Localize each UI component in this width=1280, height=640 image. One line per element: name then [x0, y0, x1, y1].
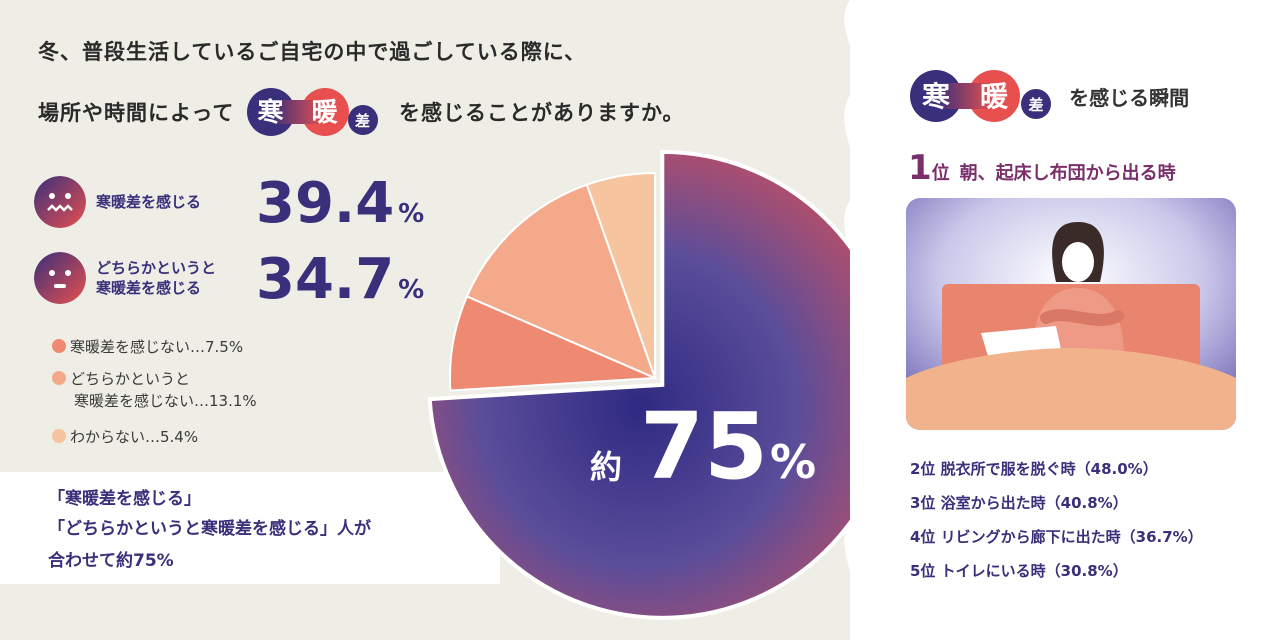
pie-chart: 約 75 % [427, 149, 850, 620]
pie-slice-feel-combined [427, 149, 850, 620]
summary-line-2: 「どちらかというと寒暖差を感じる」人が [48, 519, 371, 539]
legend-label-line-1: どちらかというと [70, 370, 191, 388]
uneasy-face-icon [34, 252, 86, 304]
legend-dot [52, 371, 66, 385]
rank-2: 2位 脱衣所で服を脱ぐ時（48.0%） [910, 460, 1158, 478]
pie-slice-not-feel [449, 295, 656, 392]
pie-label-prefix: 約 [590, 448, 622, 486]
question-line-2: 場所や時間によって 寒 暖 差 を感じることがありますか。 [38, 86, 685, 138]
stat-2-label-line-1: どちらかというと [96, 259, 217, 277]
pie-slice-unknown [585, 171, 656, 379]
stat-2-number: 34.7 [256, 247, 395, 312]
summary-box [0, 472, 500, 584]
stat-2-value: 34.7% [256, 252, 424, 318]
rank-1-text: 朝、起床し布団から出る時 [959, 163, 1176, 184]
shivering-face-icon [34, 176, 86, 228]
summary-line-1: 「寒暖差を感じる」 [48, 489, 201, 509]
legend-unknown: わからない…5.4% [52, 426, 198, 448]
kanjidansa-bubble-small: 寒 暖 差 [910, 70, 1051, 122]
rank-3: 3位 浴室から出た時（40.8%） [910, 494, 1128, 512]
right-title: 寒 暖 差 を感じる瞬間 [908, 68, 1189, 124]
legend-dot [52, 429, 66, 443]
bubble-kan: 寒 [257, 97, 284, 128]
stat-2-label: どちらかというと 寒暖差を感じる [96, 258, 216, 298]
bubble-sa: 差 [355, 112, 371, 130]
right-title-text: を感じる瞬間 [1069, 85, 1190, 110]
rank-1-number: 1 [908, 148, 932, 188]
rank-5: 5位 トイレにいる時（30.8%） [910, 562, 1128, 580]
legend-label: わからない…5.4% [70, 428, 199, 446]
question-line-2-after: を感じることがありますか。 [398, 101, 685, 125]
legend-label-line-2: 寒暖差を感じない…13.1% [74, 392, 257, 410]
kanjidansa-bubble: 寒 暖 差 [246, 88, 378, 136]
rank-1-unit: 位 [931, 163, 950, 184]
legend-not-feel: 寒暖差を感じない…7.5% [52, 336, 243, 358]
bubble-dan: 暖 [311, 98, 338, 128]
legend-label: 寒暖差を感じない…7.5% [70, 338, 244, 356]
stat-1-number: 39.4 [256, 171, 395, 236]
bubble-kan-small: 寒 [922, 80, 950, 113]
pie-slice-rather-not-feel [465, 183, 657, 380]
question-line-1: 冬、普段生活しているご自宅の中で過ごしている際に、 [38, 40, 587, 64]
question-line-2-before: 場所や時間によって [38, 101, 235, 125]
stat-2-unit: % [398, 275, 425, 305]
summary-line-3: 合わせて約75% [48, 551, 174, 571]
rank-4: 4位 リビングから廊下に出た時（36.7%） [910, 528, 1203, 546]
rank-1: 1位 朝、起床し布団から出る時 [908, 148, 1176, 188]
bubble-sa-small: 差 [1028, 96, 1043, 114]
bubble-dan-small: 暖 [980, 80, 1009, 113]
legend-rather-not-feel: どちらかというと寒暖差を感じない…13.1% [52, 368, 257, 412]
legend-dot [52, 339, 66, 353]
stat-1-unit: % [398, 199, 425, 229]
pie-label-unit: % [770, 435, 816, 489]
stat-1-label: 寒暖差を感じる [96, 193, 202, 211]
stat-2-label-line-2: 寒暖差を感じる [96, 279, 202, 297]
pie-label-value: 75 [640, 393, 768, 500]
woman-in-bed-illustration [906, 198, 1236, 430]
stat-1-value: 39.4% [256, 176, 424, 242]
